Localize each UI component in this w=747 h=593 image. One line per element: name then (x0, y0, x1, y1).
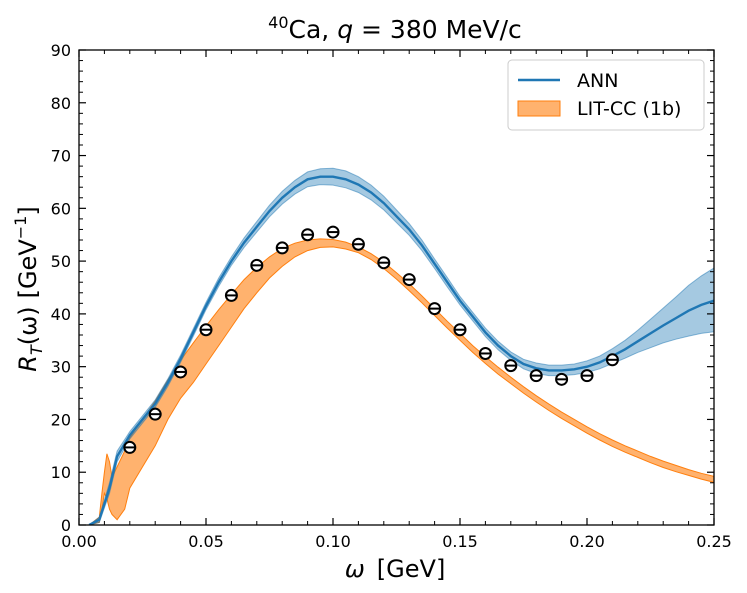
data-point (250, 258, 264, 272)
data-point (555, 372, 569, 386)
data-point (504, 359, 518, 373)
y-tick-label: 80 (51, 94, 71, 113)
y-tick-label: 60 (51, 199, 71, 218)
data-point (580, 369, 594, 383)
y-tick-label: 90 (51, 41, 71, 60)
legend-litcc-swatch (517, 100, 561, 117)
y-tick-label: 70 (51, 147, 71, 166)
title-var: q (337, 15, 353, 44)
y-tick-label: 10 (51, 463, 71, 482)
plot-series (88, 167, 714, 525)
legend: ANN LIT-CC (1b) (507, 59, 705, 131)
xlabel-unit: [GeV] (377, 555, 446, 583)
chart-title: 40Ca, q = 380 MeV/c (268, 13, 522, 44)
plot-area (88, 167, 714, 525)
legend-litcc-label: LIT-CC (1b) (577, 98, 681, 120)
ylabel-exp: −1 (11, 216, 30, 240)
x-tick-label: 0.10 (315, 532, 351, 551)
y-tick-label: 40 (51, 305, 71, 324)
axes: 0.00 0.05 0.10 0.15 0.20 0.25 0 10 20 30 40 50 60 70 8… (51, 41, 732, 551)
legend-ann-label: ANN (577, 70, 618, 92)
data-point (478, 346, 492, 360)
data-point (377, 256, 391, 270)
data-point (174, 365, 188, 379)
data-point (148, 407, 162, 421)
x-tick-label: 0.15 (442, 532, 478, 551)
xlabel-var: ω (345, 555, 365, 583)
title-superscript: 40 (268, 13, 288, 32)
ylabel-unit: [GeV (14, 239, 42, 299)
data-point (529, 369, 543, 383)
data-point (275, 241, 289, 255)
y-tick-label: 0 (61, 516, 71, 535)
data-point (402, 273, 416, 287)
data-point (428, 302, 442, 316)
data-point (199, 323, 213, 337)
litcc-band (88, 238, 714, 525)
ylabel-var: R (14, 355, 42, 372)
y-tick-label: 20 (51, 410, 71, 429)
data-point (123, 440, 137, 454)
title-element: Ca, (289, 15, 338, 44)
ylabel-close: ] (14, 206, 42, 215)
ylabel-sub: T (27, 344, 46, 355)
x-tick-label: 0.00 (61, 532, 97, 551)
data-point (351, 237, 365, 251)
y-axis-label: RT(ω) [GeV−1] (11, 206, 46, 371)
data-point (301, 228, 315, 242)
data-point (224, 288, 238, 302)
data-point (453, 323, 467, 337)
y-tick-label: 30 (51, 358, 71, 377)
title-rest: = 380 MeV/c (353, 15, 522, 44)
data-point (605, 353, 619, 367)
x-tick-label: 0.25 (696, 532, 732, 551)
x-tick-label: 0.05 (188, 532, 224, 551)
ylabel-arg: (ω) (14, 306, 42, 345)
plot-frame (78, 49, 715, 526)
y-tick-label: 50 (51, 252, 71, 271)
ann-band (88, 167, 714, 525)
x-tick-label: 0.20 (569, 532, 605, 551)
x-axis-label: ω [GeV] (345, 555, 446, 583)
data-point (326, 225, 340, 239)
